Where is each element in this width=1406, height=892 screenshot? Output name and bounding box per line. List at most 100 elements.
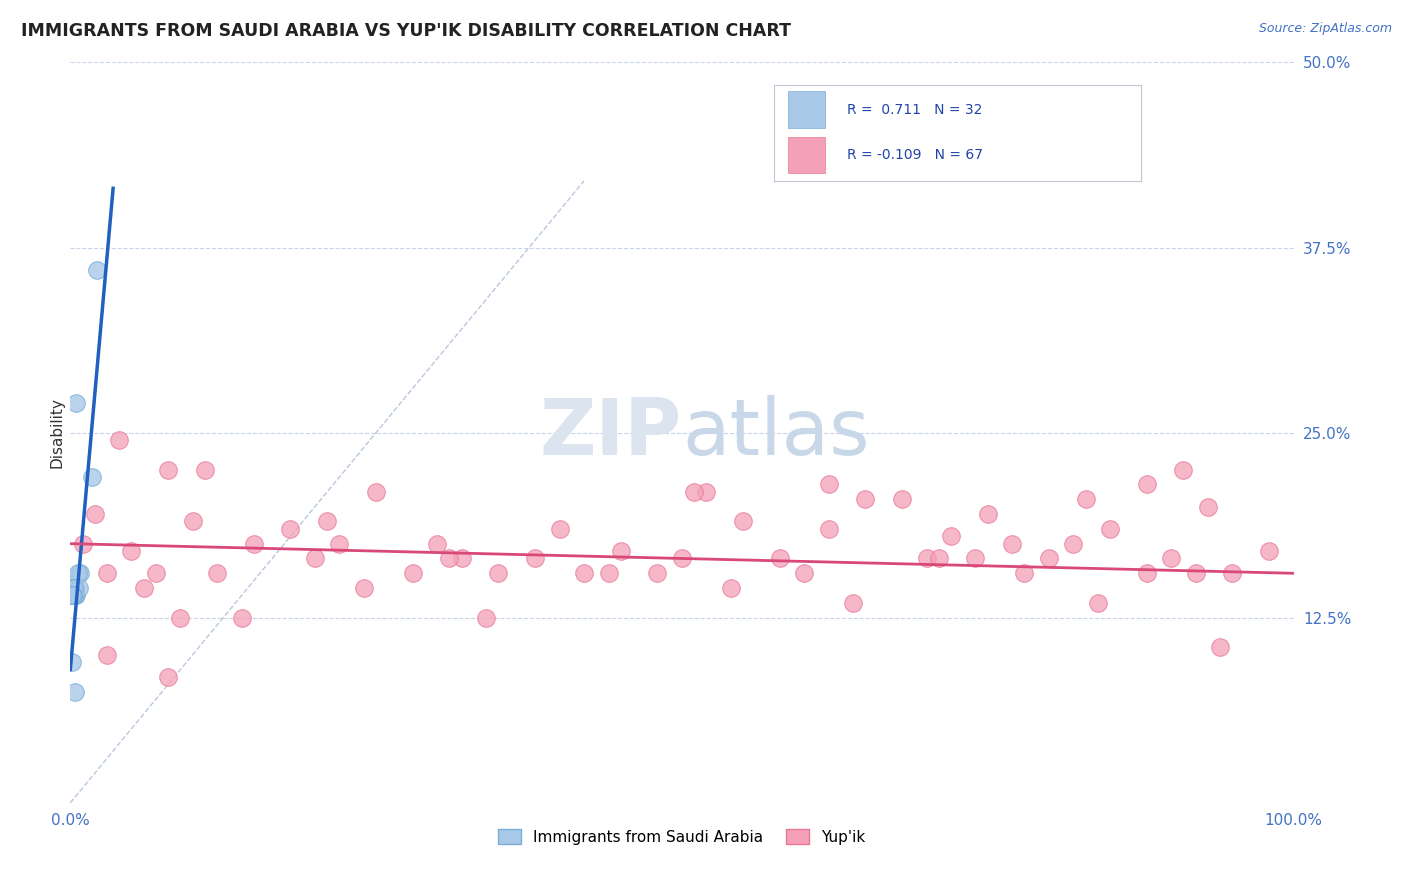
Point [1038, 551, 1060, 566]
Point [671, 551, 693, 566]
Point [62, 581, 84, 595]
Point [1074, 492, 1097, 507]
Point [572, 566, 595, 581]
Point [157, 462, 180, 476]
Point [82, 470, 104, 484]
Point [169, 610, 191, 624]
Point [96, 566, 118, 581]
Point [65, 396, 87, 410]
Point [1062, 536, 1084, 550]
Point [63, 589, 86, 603]
Point [817, 477, 839, 491]
Point [96, 648, 118, 662]
Point [548, 522, 571, 536]
Point [62, 589, 84, 603]
Point [60, 589, 83, 603]
Point [243, 536, 266, 550]
Point [1184, 566, 1206, 581]
Point [720, 581, 742, 595]
Point [86, 262, 108, 277]
Point [83, 507, 105, 521]
Text: ZIP: ZIP [540, 394, 682, 471]
Point [205, 566, 228, 581]
Point [60, 589, 83, 603]
Y-axis label: Disability: Disability [49, 397, 65, 468]
Point [63, 589, 86, 603]
Point [304, 551, 326, 566]
Point [60, 589, 83, 603]
Point [598, 566, 620, 581]
Point [63, 589, 86, 603]
Point [1197, 500, 1219, 514]
Point [647, 566, 669, 581]
Point [855, 492, 877, 507]
Point [63, 581, 86, 595]
Point [439, 551, 461, 566]
Point [181, 515, 204, 529]
Point [1136, 477, 1159, 491]
Point [72, 536, 94, 550]
Point [976, 507, 998, 521]
Point [965, 551, 987, 566]
Point [62, 581, 84, 595]
Point [524, 551, 547, 566]
Point [475, 610, 498, 624]
Point [1001, 536, 1024, 550]
Point [62, 589, 84, 603]
Text: atlas: atlas [682, 394, 869, 471]
Point [62, 589, 84, 603]
Point [121, 544, 143, 558]
Point [132, 581, 155, 595]
Point [1136, 566, 1159, 581]
Point [63, 685, 86, 699]
Point [231, 610, 253, 624]
Point [62, 581, 84, 595]
Point [683, 484, 706, 499]
Point [63, 581, 86, 595]
Point [450, 551, 472, 566]
Point [63, 581, 86, 595]
Point [1160, 551, 1182, 566]
Legend: Immigrants from Saudi Arabia, Yup'ik: Immigrants from Saudi Arabia, Yup'ik [492, 822, 872, 851]
Point [63, 581, 86, 595]
Point [108, 433, 131, 447]
Point [842, 596, 865, 610]
Point [793, 566, 815, 581]
Point [366, 484, 388, 499]
Point [915, 551, 938, 566]
Point [316, 515, 339, 529]
Point [610, 544, 633, 558]
Point [62, 581, 84, 595]
Point [65, 589, 87, 603]
Point [62, 581, 84, 595]
Point [353, 581, 375, 595]
Point [769, 551, 792, 566]
Point [939, 529, 962, 543]
Point [733, 515, 755, 529]
Point [66, 566, 89, 581]
Point [488, 566, 510, 581]
Point [891, 492, 914, 507]
Point [402, 566, 425, 581]
Point [67, 581, 90, 595]
Point [194, 462, 217, 476]
Point [817, 522, 839, 536]
Point [1220, 566, 1243, 581]
Point [157, 670, 180, 684]
Point [1099, 522, 1122, 536]
Text: IMMIGRANTS FROM SAUDI ARABIA VS YUP'IK DISABILITY CORRELATION CHART: IMMIGRANTS FROM SAUDI ARABIA VS YUP'IK D… [21, 22, 792, 40]
Point [328, 536, 350, 550]
Point [63, 581, 86, 595]
Point [60, 589, 83, 603]
Point [1173, 462, 1195, 476]
Point [60, 655, 83, 669]
Point [928, 551, 950, 566]
Point [69, 566, 91, 581]
Point [280, 522, 302, 536]
Point [63, 581, 86, 595]
Point [1258, 544, 1281, 558]
Point [695, 484, 717, 499]
Text: Source: ZipAtlas.com: Source: ZipAtlas.com [1258, 22, 1392, 36]
Point [1209, 640, 1232, 655]
Point [60, 589, 83, 603]
